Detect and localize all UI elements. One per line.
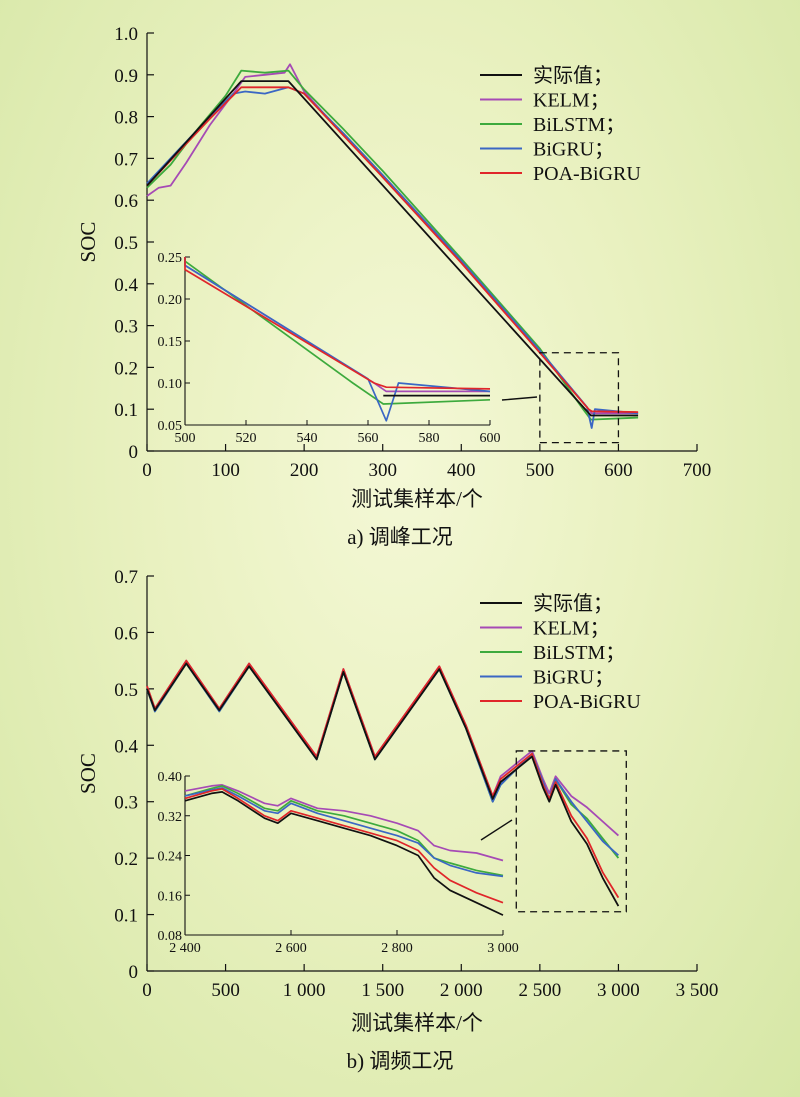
inset-x-tick-label: 3 000 [487,941,519,956]
legend-label: POA-BiGRU [533,691,641,713]
zoom-box [539,352,620,444]
inset-y-tick-label: 0.16 [158,889,183,904]
legend-label: KELM； [533,618,610,640]
x-tick-label: 2 500 [518,980,561,1001]
inset-peak: 0.05 0.10 0.15 0.20 0.25 500 520 540 560 580 600 [158,251,501,446]
inset-y-tick-label: 0.24 [158,850,183,865]
legend-label: BiGRU； [533,667,614,689]
y-tick-label: 0.5 [114,233,138,254]
x-tick-label: 0 [142,980,152,1001]
inset-series-line [184,787,504,878]
chart-freq: 0 0.1 0.2 0.3 0.4 0.5 0.6 0.7 0 500 1 000 1 500 2 00… [76,567,718,1035]
y-tick-label: 0 [129,442,139,463]
inset-y-tick-label: 0.10 [158,377,183,392]
legend-label: POA-BiGRU [533,163,641,185]
inset-series-line [184,784,504,862]
y-tick-label: 0.2 [114,849,138,870]
x-tick-label: 200 [290,460,319,481]
y-tick-label: 0 [129,962,139,983]
y-tick-label: 1.0 [114,24,138,45]
inset-x-tick-label: 2 400 [169,941,201,956]
zoom-leader-line [501,396,538,401]
x-tick-label: 500 [526,460,555,481]
inset-x-tick-label: 560 [358,431,379,446]
inset-x-tick-label: 2 600 [275,941,307,956]
legend-label: 实际值； [533,64,613,87]
legend-label: BiLSTM； [533,114,625,136]
y-tick-label: 0.7 [114,567,138,588]
inset-series-line [184,257,491,405]
inset-x-tick-label: 580 [419,431,440,446]
x-tick-label: 1 000 [283,980,326,1001]
legend-label: BiGRU； [533,139,614,161]
y-tick-label: 0.3 [114,317,138,338]
y-tick-label: 0.4 [114,275,138,296]
inset-x-tick-label: 540 [297,431,318,446]
legend-label: BiLSTM； [533,642,625,664]
y-tick-label: 0.9 [114,66,138,87]
inset-series-line [184,785,504,877]
inset-y-tick-label: 0.25 [158,251,183,266]
legend-label: KELM； [533,90,610,112]
series-line [146,80,639,417]
series-line [146,662,620,907]
inset-y-tick-label: 0.05 [158,419,183,434]
x-tick-label: 1 500 [361,980,404,1001]
inset-y-tick-label: 0.15 [158,335,183,350]
zoom-leader-line [480,819,513,841]
y-tick-label: 0.3 [114,793,138,814]
y-tick-label: 0.2 [114,358,138,379]
x-tick-label: 400 [447,460,476,481]
x-tick-label: 600 [604,460,633,481]
inset-series-line [184,791,504,916]
x-axis-title: 测试集样本/个 [351,1011,483,1035]
y-tick-label: 0.5 [114,680,138,701]
caption-b: b) 调频工况 [347,1049,454,1073]
y-tick-label: 0.6 [114,191,138,212]
y-tick-label: 0.7 [114,149,138,170]
caption-a: a) 调峰工况 [347,525,453,549]
y-tick-label: 0.1 [114,400,138,421]
x-tick-label: 2 000 [440,980,483,1001]
x-tick-label: 0 [142,460,152,481]
x-tick-label: 300 [368,460,397,481]
x-axis-title: 测试集样本/个 [351,487,483,511]
inset-freq: 0.08 0.16 0.24 0.32 0.40 2 400 2 600 2 800 3 000 [158,770,519,956]
series-line [146,86,639,413]
zoom-box [515,750,627,913]
x-tick-label: 700 [683,460,712,481]
y-axis-title: SOC [76,753,100,794]
x-tick-label: 500 [211,980,240,1001]
y-tick-label: 0.8 [114,108,138,129]
x-tick-label: 100 [211,460,240,481]
series-line [146,659,620,899]
inset-x-tick-label: 600 [480,431,501,446]
y-tick-label: 0.6 [114,623,138,644]
inset-y-tick-label: 0.08 [158,929,183,944]
inset-x-tick-label: 500 [175,431,196,446]
y-tick-label: 0.4 [114,736,138,757]
inset-y-tick-label: 0.20 [158,293,183,308]
inset-x-tick-label: 520 [236,431,257,446]
inset-x-tick-label: 2 800 [381,941,413,956]
x-tick-label: 3 000 [597,980,640,1001]
inset-y-tick-label: 0.40 [158,770,183,785]
inset-series-line [184,788,504,904]
inset-y-tick-label: 0.32 [158,810,183,825]
chart-peak: 0 0.1 0.2 0.3 0.4 0.5 0.6 0.7 0.8 0.9 1.0 0 100 200 30… [76,24,711,511]
y-tick-label: 0.1 [114,906,138,927]
x-tick-label: 3 500 [676,980,719,1001]
y-axis-title: SOC [76,222,100,263]
inset-series-line [184,257,491,390]
legend-label: 实际值； [533,592,613,615]
